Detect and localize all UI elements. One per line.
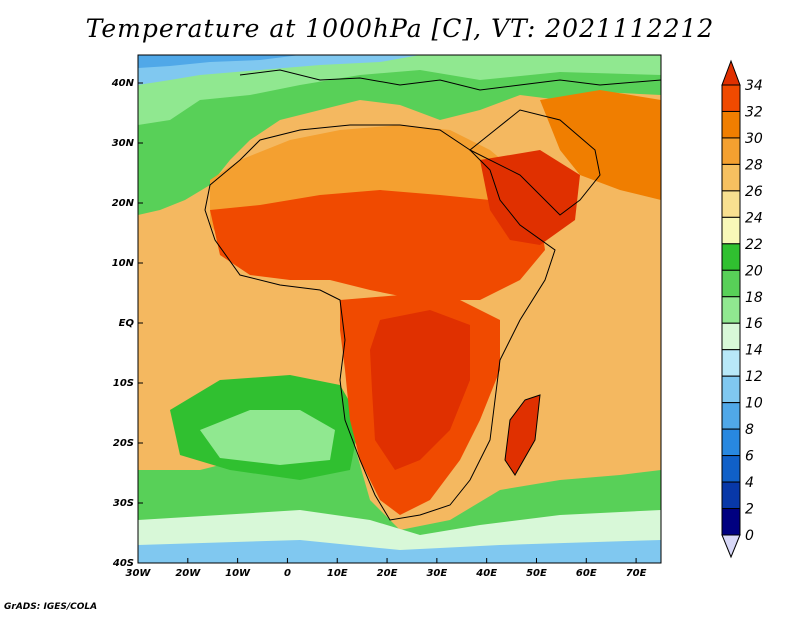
temperature-field <box>138 55 661 563</box>
x-tick-label: 70E <box>626 568 647 579</box>
colorbar-label: 26 <box>745 184 763 200</box>
y-tick-label: 10S <box>113 378 134 389</box>
colorbar-label: 28 <box>745 157 763 173</box>
arabia-coastline <box>469 109 601 216</box>
colorbar-segment <box>721 137 741 165</box>
y-tick-label: 20N <box>112 198 135 209</box>
chart-title: Temperature at 1000hPa [C], VT: 20211122… <box>85 14 715 43</box>
colorbar-label: 34 <box>745 78 763 94</box>
africa-coastline <box>204 124 556 521</box>
colorbar-label: 18 <box>745 290 763 306</box>
x-tick-label: 30W <box>126 568 152 579</box>
colorbar-label: 14 <box>745 343 763 359</box>
colorbar-segment <box>721 322 741 351</box>
colorbar-segment <box>721 508 741 536</box>
colorbar-segment <box>721 296 741 324</box>
x-tick-label: 0 <box>284 568 291 579</box>
colorbar-segment <box>721 481 741 510</box>
coldest-north-band <box>138 55 300 68</box>
colorbar-label: 24 <box>745 210 763 226</box>
colorbar-label: 12 <box>745 369 763 385</box>
cool-north-band <box>138 55 661 215</box>
colorbar-segment <box>721 190 741 218</box>
southern-africa-hottest <box>370 310 470 470</box>
mediterranean-coastline <box>239 69 661 91</box>
colorbar-label: 4 <box>745 475 754 491</box>
colorbar-segment <box>721 163 741 192</box>
colorbar-segment <box>721 243 741 271</box>
colorbar-bottom-arrow <box>721 534 741 559</box>
colorbar-segment <box>721 349 741 377</box>
colorbar-segment <box>721 455 741 483</box>
colorbar-segment <box>721 375 741 404</box>
colorbar-segment <box>721 110 741 139</box>
madagascar-coastline <box>504 394 541 476</box>
colorbar-label: 22 <box>745 237 763 253</box>
y-tick-label: 40N <box>111 78 135 89</box>
y-tick-label: 30N <box>112 138 135 149</box>
colorbar-label: 20 <box>745 263 763 279</box>
x-tick-label: 10E <box>327 568 348 579</box>
y-tick-label: 30S <box>113 498 134 509</box>
x-tick-label: 40E <box>475 568 497 579</box>
map-frame <box>137 54 662 564</box>
x-tick-label: 20E <box>377 568 398 579</box>
southern-cold-band <box>138 540 661 563</box>
x-tick-label: 20W <box>175 568 201 579</box>
colorbar-segment <box>721 269 741 298</box>
arabia-hot <box>480 150 580 245</box>
colorbar-label: 8 <box>745 422 754 438</box>
colorbar-label: 30 <box>745 131 763 147</box>
colorbar-segment <box>721 84 741 112</box>
colorbar-segment <box>721 216 741 245</box>
colorbar-top-arrow <box>721 59 741 86</box>
colorbar-label: 10 <box>745 396 763 412</box>
colorbar-label: 32 <box>745 104 763 120</box>
south-atlantic-cooler <box>200 410 335 465</box>
colorbar-segment <box>721 428 741 457</box>
y-tick-label: EQ <box>119 318 135 329</box>
x-tick-label: 30E <box>426 568 447 579</box>
y-tick-label: 40S <box>112 558 134 569</box>
coastlines <box>204 69 661 521</box>
colorbar-segment <box>721 402 741 430</box>
x-tick-label: 50E <box>526 568 547 579</box>
y-tick-label: 10N <box>112 258 135 269</box>
y-tick-label: 20S <box>113 438 134 449</box>
axis-ticks: 30W 20W 10W 0 10E 20E 30E 40E 50E 60E 70E 40N 30N 20N… <box>111 78 647 579</box>
cold-north-band <box>138 55 420 85</box>
cooler-north-band <box>138 55 661 125</box>
colorbar-label: 16 <box>745 316 763 332</box>
footer-credit: GrADS: IGES/COLA <box>4 602 98 612</box>
x-tick-label: 10W <box>225 568 251 579</box>
sahel-hot <box>210 190 545 300</box>
colorbar-label: 2 <box>745 502 754 518</box>
colorbar-label: 6 <box>745 449 754 465</box>
colorbar-label: 0 <box>745 528 754 544</box>
middle-east-warm <box>540 90 661 200</box>
x-tick-label: 60E <box>576 568 597 579</box>
